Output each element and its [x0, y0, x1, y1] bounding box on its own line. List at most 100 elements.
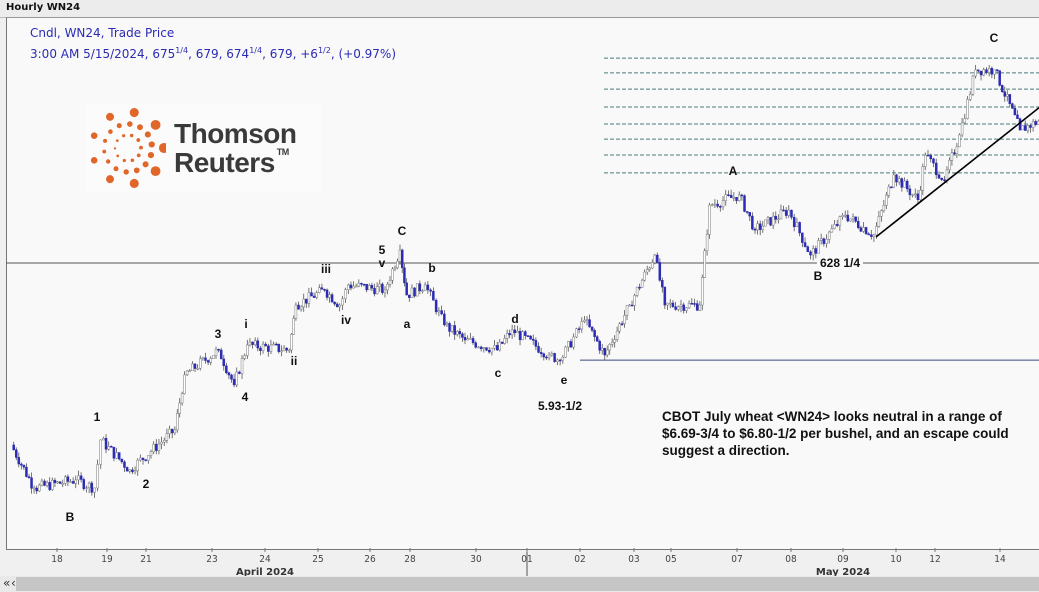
candle-up [64, 476, 67, 484]
candle-down [123, 461, 126, 468]
candle-up [347, 284, 350, 290]
candle-up [679, 304, 683, 307]
candle-up [924, 154, 927, 167]
candle-up [1021, 125, 1024, 131]
candle-up [572, 336, 575, 348]
logo-dot [144, 131, 151, 138]
candle-down [513, 329, 517, 334]
candle-up [318, 287, 321, 293]
window-title: Hourly WN24 [6, 2, 81, 13]
chevron-left-icon[interactable]: ‹ [11, 576, 16, 590]
candle-down [487, 350, 491, 353]
candle-up [115, 452, 118, 459]
candle-up [811, 248, 815, 256]
candle-up [880, 210, 883, 217]
horizontal-scrollbar[interactable]: « ‹ [0, 576, 1039, 592]
logo-dot [136, 153, 141, 158]
x-tick-label: 14 [994, 554, 1006, 565]
candle-down [230, 374, 233, 380]
candle-down [590, 326, 594, 331]
candle-up [1037, 120, 1039, 125]
logo-dot [122, 134, 126, 138]
candle-up [605, 349, 609, 356]
candle-up [180, 393, 184, 404]
candle-up [51, 479, 54, 490]
candle-up [490, 347, 494, 353]
candle-down [934, 162, 938, 176]
candle-up [168, 428, 171, 434]
candle-down [440, 310, 443, 315]
candle-down [769, 217, 772, 226]
candle-up [713, 203, 717, 206]
candle-up [575, 328, 578, 338]
candle-up [368, 285, 371, 291]
candle-up [212, 355, 215, 359]
logo-dot [129, 178, 139, 189]
candle-up [185, 370, 189, 376]
candle-down [577, 328, 581, 330]
candle-down [558, 359, 562, 362]
candle-down [682, 304, 685, 311]
candle-up [128, 469, 131, 472]
candle-down [323, 289, 326, 291]
candle-up [1031, 121, 1035, 128]
candle-up [466, 338, 469, 341]
candle-down [141, 457, 145, 460]
candle-up [761, 225, 765, 230]
trendline [875, 106, 1039, 238]
wave-label: 4 [241, 390, 249, 404]
candle-up [948, 160, 951, 171]
candle-down [790, 209, 793, 218]
candle-up [668, 302, 672, 305]
x-tick-label: 24 [259, 554, 271, 565]
candle-up [963, 118, 967, 124]
candle-up [209, 358, 212, 363]
candle-up [173, 429, 177, 434]
candle-up [354, 285, 358, 288]
logo-dot [150, 166, 161, 177]
x-tick-label: 21 [140, 554, 152, 565]
logo-word-1: Thomson [174, 118, 297, 149]
candle-down [500, 341, 504, 344]
candle-up [32, 487, 36, 490]
candle-up [328, 294, 331, 298]
candle-down [545, 356, 548, 359]
wave-label: B [65, 510, 75, 524]
scrollbar-track[interactable] [16, 577, 1039, 591]
candle-up [163, 439, 166, 443]
candle-up [795, 222, 799, 228]
x-tick-label: 05 [665, 554, 677, 565]
candle-down [656, 254, 659, 263]
wave-label: 5 [378, 243, 386, 257]
candle-up [383, 289, 387, 293]
legend-series: Cndl, WN24, Trade Price [30, 26, 175, 40]
candle-down [144, 459, 147, 461]
candle-down [370, 285, 374, 289]
candle-down [937, 174, 941, 179]
candle-up [862, 227, 865, 232]
candle-up [510, 329, 514, 336]
candle-down [232, 378, 236, 386]
legend-high: 679 [195, 47, 219, 61]
candle-up [648, 267, 651, 270]
candle-down [222, 358, 226, 367]
candle-down [929, 155, 932, 160]
candle-down [403, 267, 406, 284]
candle-down [362, 283, 366, 286]
candle-down [264, 343, 267, 347]
candle-down [620, 323, 624, 325]
candle-down [360, 282, 363, 285]
candle-up [825, 239, 828, 244]
candle-up [505, 333, 509, 339]
x-month-label: May 2024 [815, 567, 871, 578]
double-chevron-left-icon[interactable]: « [3, 576, 11, 590]
x-tick-label: 28 [404, 554, 416, 565]
candle-down [432, 291, 435, 301]
candle-down [1034, 121, 1037, 125]
candle-up [698, 304, 702, 311]
candle-down [310, 292, 313, 297]
candle-up [393, 267, 397, 270]
candle-down [155, 443, 158, 451]
candle-down [117, 452, 121, 460]
candle-up [849, 218, 852, 222]
